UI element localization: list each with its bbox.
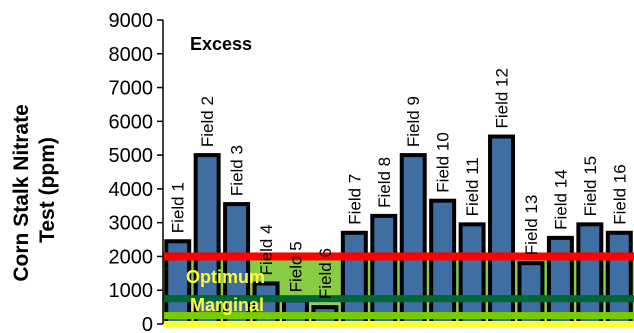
bar-label-8: Field 8 — [375, 157, 394, 208]
bar-label-15: Field 15 — [581, 156, 600, 216]
zone-band-low — [163, 315, 634, 324]
zone-label-marginal: Marginal — [190, 295, 264, 315]
y-tick-label-2000: 2000 — [109, 246, 154, 268]
y-tick-label-7000: 7000 — [109, 78, 154, 100]
bar-14 — [546, 235, 574, 326]
bar-label-6: Field 6 — [316, 248, 335, 299]
threshold-line-2000 — [163, 252, 634, 261]
y-tick-label-8000: 8000 — [109, 44, 154, 66]
bar-label-13: Field 13 — [522, 195, 541, 255]
bar-15 — [576, 222, 604, 327]
bar-10 — [429, 198, 457, 326]
bar-11 — [458, 222, 486, 327]
zone-label-excess: Excess — [190, 34, 252, 54]
bar-label-11: Field 11 — [463, 157, 482, 216]
y-tick-label-1000: 1000 — [109, 280, 154, 302]
y-axis-title-line-2: Test (ppm) — [36, 137, 59, 243]
bar-label-2: Field 2 — [198, 96, 217, 147]
bar-label-1: Field 1 — [169, 182, 188, 233]
y-tick-label-5000: 5000 — [109, 145, 154, 167]
y-tick-label-4000: 4000 — [109, 179, 154, 201]
y-tick-label-6000: 6000 — [109, 111, 154, 133]
bar-label-4: Field 4 — [257, 224, 276, 275]
y-tick-label-0: 0 — [142, 314, 153, 333]
bar-8 — [370, 213, 398, 327]
bar-label-12: Field 12 — [493, 68, 512, 128]
bar-16 — [605, 230, 633, 326]
zone-label-optimum: Optimum — [186, 267, 265, 287]
bar-label-9: Field 9 — [404, 96, 423, 147]
plot-area: Field 1 Field 2 Field 3 Field 4 Field 5 Field… — [109, 10, 634, 333]
zone-band-marginal — [163, 298, 634, 316]
bar-label-14: Field 14 — [551, 169, 570, 229]
bar-label-10: Field 10 — [434, 132, 453, 192]
y-axis-title: Corn Stalk Nitrate Test (ppm) — [10, 98, 59, 281]
y-tick-label-9000: 9000 — [109, 10, 154, 32]
threshold-line-0 — [163, 321, 634, 327]
threshold-line-750 — [163, 295, 634, 303]
bar-label-5: Field 5 — [286, 241, 305, 292]
bar-label-16: Field 16 — [610, 164, 629, 224]
bar-7 — [340, 230, 368, 326]
threshold-line-250 — [163, 312, 634, 320]
y-axis-title-line-1: Corn Stalk Nitrate — [10, 104, 33, 281]
y-tick-label-3000: 3000 — [109, 213, 154, 235]
bar-label-3: Field 3 — [228, 145, 247, 196]
bar-label-7: Field 7 — [345, 174, 364, 225]
